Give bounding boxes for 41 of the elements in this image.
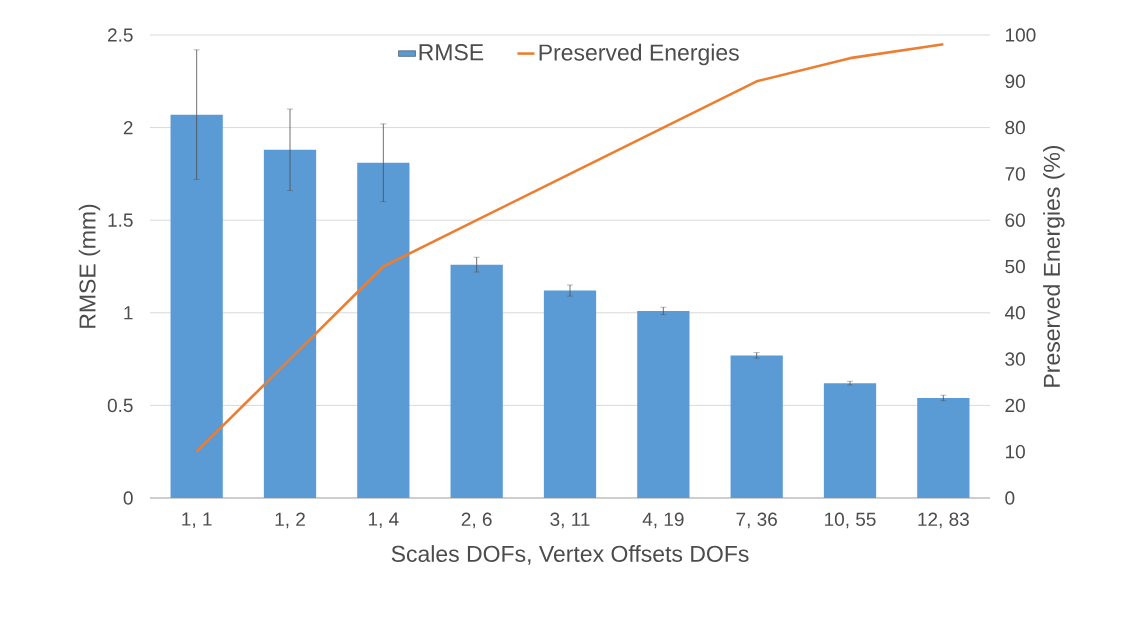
- bar: [637, 310, 690, 498]
- y2-tick-label: 80: [1005, 120, 1025, 135]
- y2-tick-label: 90: [1005, 74, 1025, 89]
- legend-label: RMSE: [419, 44, 484, 61]
- y-tick-label: 1: [124, 306, 133, 320]
- y-tick-label: 2: [123, 120, 133, 135]
- y-axis-title: RMSE (mm): [78, 204, 101, 328]
- y2-tick-label: 40: [1004, 306, 1025, 320]
- bar: [263, 149, 317, 498]
- y2-tick-label: 20: [1005, 398, 1025, 413]
- y2-tick-label: 100: [1006, 28, 1036, 42]
- y2-tick-label: 30: [1005, 352, 1025, 366]
- x-tick-label: 2, 6: [461, 512, 492, 529]
- x-tick-label: 4, 19: [642, 512, 684, 529]
- y2-tick-label: 60: [1005, 213, 1025, 227]
- y2-tick-label: 0: [1005, 491, 1015, 505]
- bar: [917, 397, 970, 498]
- y-tick-label: 0: [123, 491, 133, 505]
- x-tick-label: 1, 4: [368, 512, 399, 529]
- x-axis-title: Scales DOFs, Vertex Offsets DOFs: [391, 545, 749, 565]
- x-tick-label: 1, 1: [182, 512, 212, 529]
- x-tick-label: 12, 83: [918, 512, 969, 529]
- x-tick-label: 7, 36: [736, 512, 777, 529]
- y-tick-label: 0.5: [107, 398, 133, 413]
- y2-axis-title: Preserved Energies (%): [1043, 145, 1065, 387]
- x-tick-label: 1, 2: [275, 512, 305, 529]
- y-tick-label: 2.5: [108, 28, 133, 42]
- bar: [357, 162, 410, 498]
- y-tick-label: 1.5: [108, 213, 133, 227]
- line-series: [195, 42, 945, 453]
- bar: [450, 264, 503, 498]
- legend-label: Preserved Energies: [539, 43, 739, 66]
- x-tick-label: 10, 55: [825, 512, 876, 529]
- bar: [170, 114, 223, 498]
- bar: [730, 355, 783, 498]
- x-tick-label: 3, 11: [550, 512, 590, 529]
- y2-tick-label: 50: [1005, 259, 1025, 274]
- y2-tick-label: 70: [1005, 167, 1025, 181]
- bar: [823, 383, 877, 498]
- bar: [543, 290, 597, 498]
- y2-tick-label: 10: [1006, 444, 1025, 459]
